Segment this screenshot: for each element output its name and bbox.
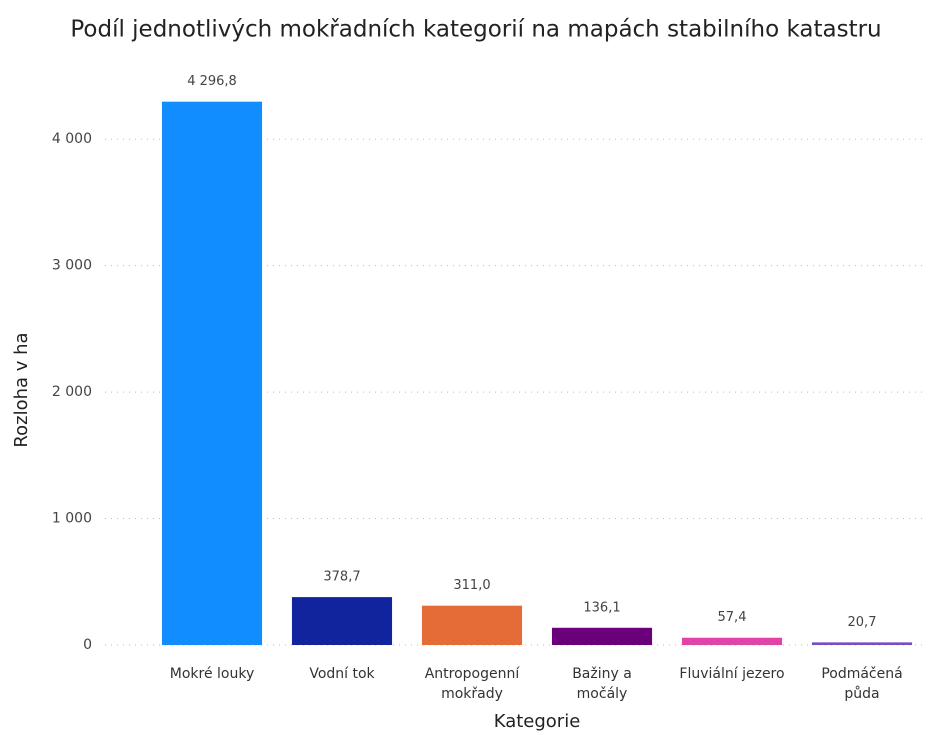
data-label: 4 296,8 (187, 74, 237, 89)
x-tick-label: Bažiny a močály (572, 666, 632, 702)
y-tick-label: 2 000 (52, 384, 92, 400)
x-axis-label: Kategorie (494, 711, 581, 732)
x-tick-label: Podmáčená půda (821, 666, 903, 702)
x-tick-label: Fluviální jezero (679, 666, 785, 682)
bar (421, 605, 523, 645)
bar (291, 597, 393, 645)
y-tick-label: 4 000 (52, 131, 92, 147)
bar (161, 101, 263, 646)
data-label: 136,1 (583, 600, 620, 615)
x-tick-label: Vodní tok (309, 666, 375, 682)
bar (811, 642, 913, 645)
data-label: 57,4 (718, 610, 747, 625)
bar (681, 637, 783, 645)
data-label: 311,0 (453, 578, 490, 593)
bar (551, 627, 653, 645)
y-axis-label: Rozloha v ha (11, 332, 32, 447)
x-tick-label: Mokré louky (169, 666, 255, 682)
data-label: 378,7 (323, 570, 360, 585)
x-tick-label: Antropogenní mokřady (424, 666, 520, 702)
data-label: 20,7 (848, 615, 877, 630)
chart-title: Podíl jednotlivých mokřadních kategorií … (70, 17, 881, 43)
y-tick-label: 3 000 (52, 258, 92, 274)
y-tick-label: 0 (83, 637, 92, 653)
y-tick-label: 1 000 (52, 511, 92, 527)
